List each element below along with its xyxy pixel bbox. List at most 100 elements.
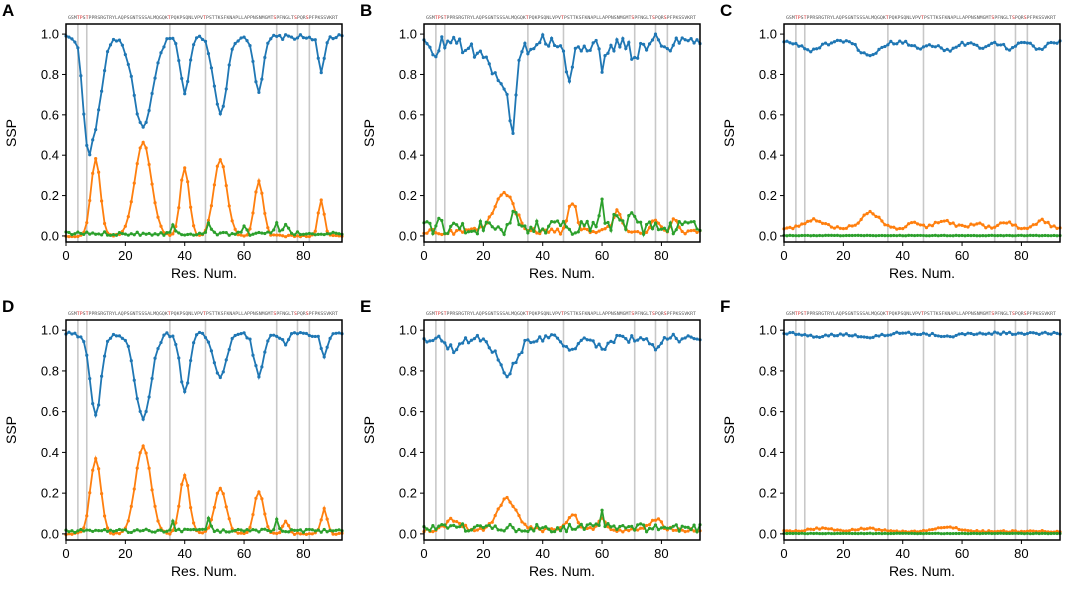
data-point xyxy=(251,512,255,517)
data-point xyxy=(446,231,450,236)
data-point xyxy=(844,39,848,43)
data-point xyxy=(514,508,518,512)
data-point xyxy=(1016,41,1021,45)
data-point xyxy=(850,41,854,46)
data-point xyxy=(606,51,610,55)
data-point xyxy=(150,376,154,381)
data-point xyxy=(942,532,946,536)
data-point xyxy=(785,226,789,230)
data-point xyxy=(67,530,71,534)
data-point xyxy=(76,335,80,339)
data-point xyxy=(567,522,572,527)
data-point xyxy=(1013,529,1018,533)
data-point xyxy=(517,527,521,532)
data-point xyxy=(999,531,1003,535)
data-point xyxy=(647,342,652,346)
data-point xyxy=(576,45,580,49)
x-axis-label: Res. Num. xyxy=(529,563,595,579)
panel-B: B GSMTPSTPPRSRGTRYLAQPSGNTSSSALMQGQKTPQKP… xyxy=(360,1,702,281)
data-point xyxy=(310,532,314,536)
data-point xyxy=(79,231,83,236)
data-point xyxy=(269,233,273,237)
data-point xyxy=(650,38,655,42)
data-point xyxy=(544,231,548,235)
data-point xyxy=(197,330,202,335)
data-point xyxy=(278,531,282,535)
data-point xyxy=(791,330,795,335)
data-point xyxy=(1040,531,1044,535)
data-point xyxy=(292,37,297,41)
data-point xyxy=(978,532,982,536)
data-point xyxy=(555,219,560,223)
data-point xyxy=(541,227,545,231)
data-point xyxy=(1031,223,1035,227)
data-point xyxy=(541,339,545,343)
data-point xyxy=(499,227,503,232)
data-point xyxy=(788,41,792,45)
data-point xyxy=(150,488,154,492)
data-point xyxy=(108,233,113,237)
data-point xyxy=(440,232,444,237)
data-point xyxy=(564,529,569,534)
data-point xyxy=(331,230,335,234)
data-point xyxy=(1028,225,1032,229)
data-point xyxy=(337,33,341,37)
data-point xyxy=(138,529,142,533)
data-point xyxy=(458,525,462,529)
data-point xyxy=(552,529,557,534)
data-point xyxy=(295,531,300,535)
data-point xyxy=(224,358,228,362)
data-point xyxy=(334,331,338,335)
data-point xyxy=(653,32,658,36)
data-point xyxy=(502,87,506,91)
data-point xyxy=(180,178,184,182)
data-point xyxy=(511,361,515,365)
data-point xyxy=(871,52,875,57)
data-point xyxy=(674,228,678,232)
data-point xyxy=(960,233,964,238)
data-point xyxy=(91,401,95,406)
data-point xyxy=(812,527,816,532)
data-point xyxy=(502,371,506,375)
data-point xyxy=(73,235,77,239)
data-point xyxy=(275,531,279,536)
data-point xyxy=(168,230,172,234)
data-point xyxy=(85,230,89,234)
data-point xyxy=(692,337,696,341)
data-point xyxy=(797,332,801,336)
data-point xyxy=(981,332,985,336)
data-point xyxy=(668,221,672,225)
data-point xyxy=(1004,221,1009,225)
data-point xyxy=(180,530,184,534)
data-point xyxy=(656,345,661,349)
data-point xyxy=(1046,234,1050,238)
data-point xyxy=(526,231,530,235)
data-point xyxy=(582,223,586,228)
panel-label: D xyxy=(2,297,14,316)
data-point xyxy=(984,531,988,536)
data-point xyxy=(1013,44,1018,48)
data-point xyxy=(171,223,175,227)
data-point xyxy=(630,211,634,215)
data-point xyxy=(594,345,598,349)
data-point xyxy=(886,43,890,47)
data-point xyxy=(272,528,276,532)
data-point xyxy=(168,532,172,536)
data-point xyxy=(284,519,288,523)
data-point xyxy=(162,45,166,49)
data-point xyxy=(508,500,512,504)
data-point xyxy=(877,233,881,238)
data-point xyxy=(425,527,429,531)
data-point xyxy=(883,234,887,238)
data-point xyxy=(230,527,234,531)
data-point xyxy=(597,342,601,346)
data-point xyxy=(289,332,294,336)
y-tick-label: 0.0 xyxy=(759,228,777,243)
data-point xyxy=(1022,226,1026,230)
data-point xyxy=(624,526,628,530)
data-point xyxy=(859,51,863,55)
data-point xyxy=(859,335,863,339)
data-point xyxy=(1037,47,1041,51)
data-point xyxy=(209,524,214,528)
data-point xyxy=(117,38,122,42)
